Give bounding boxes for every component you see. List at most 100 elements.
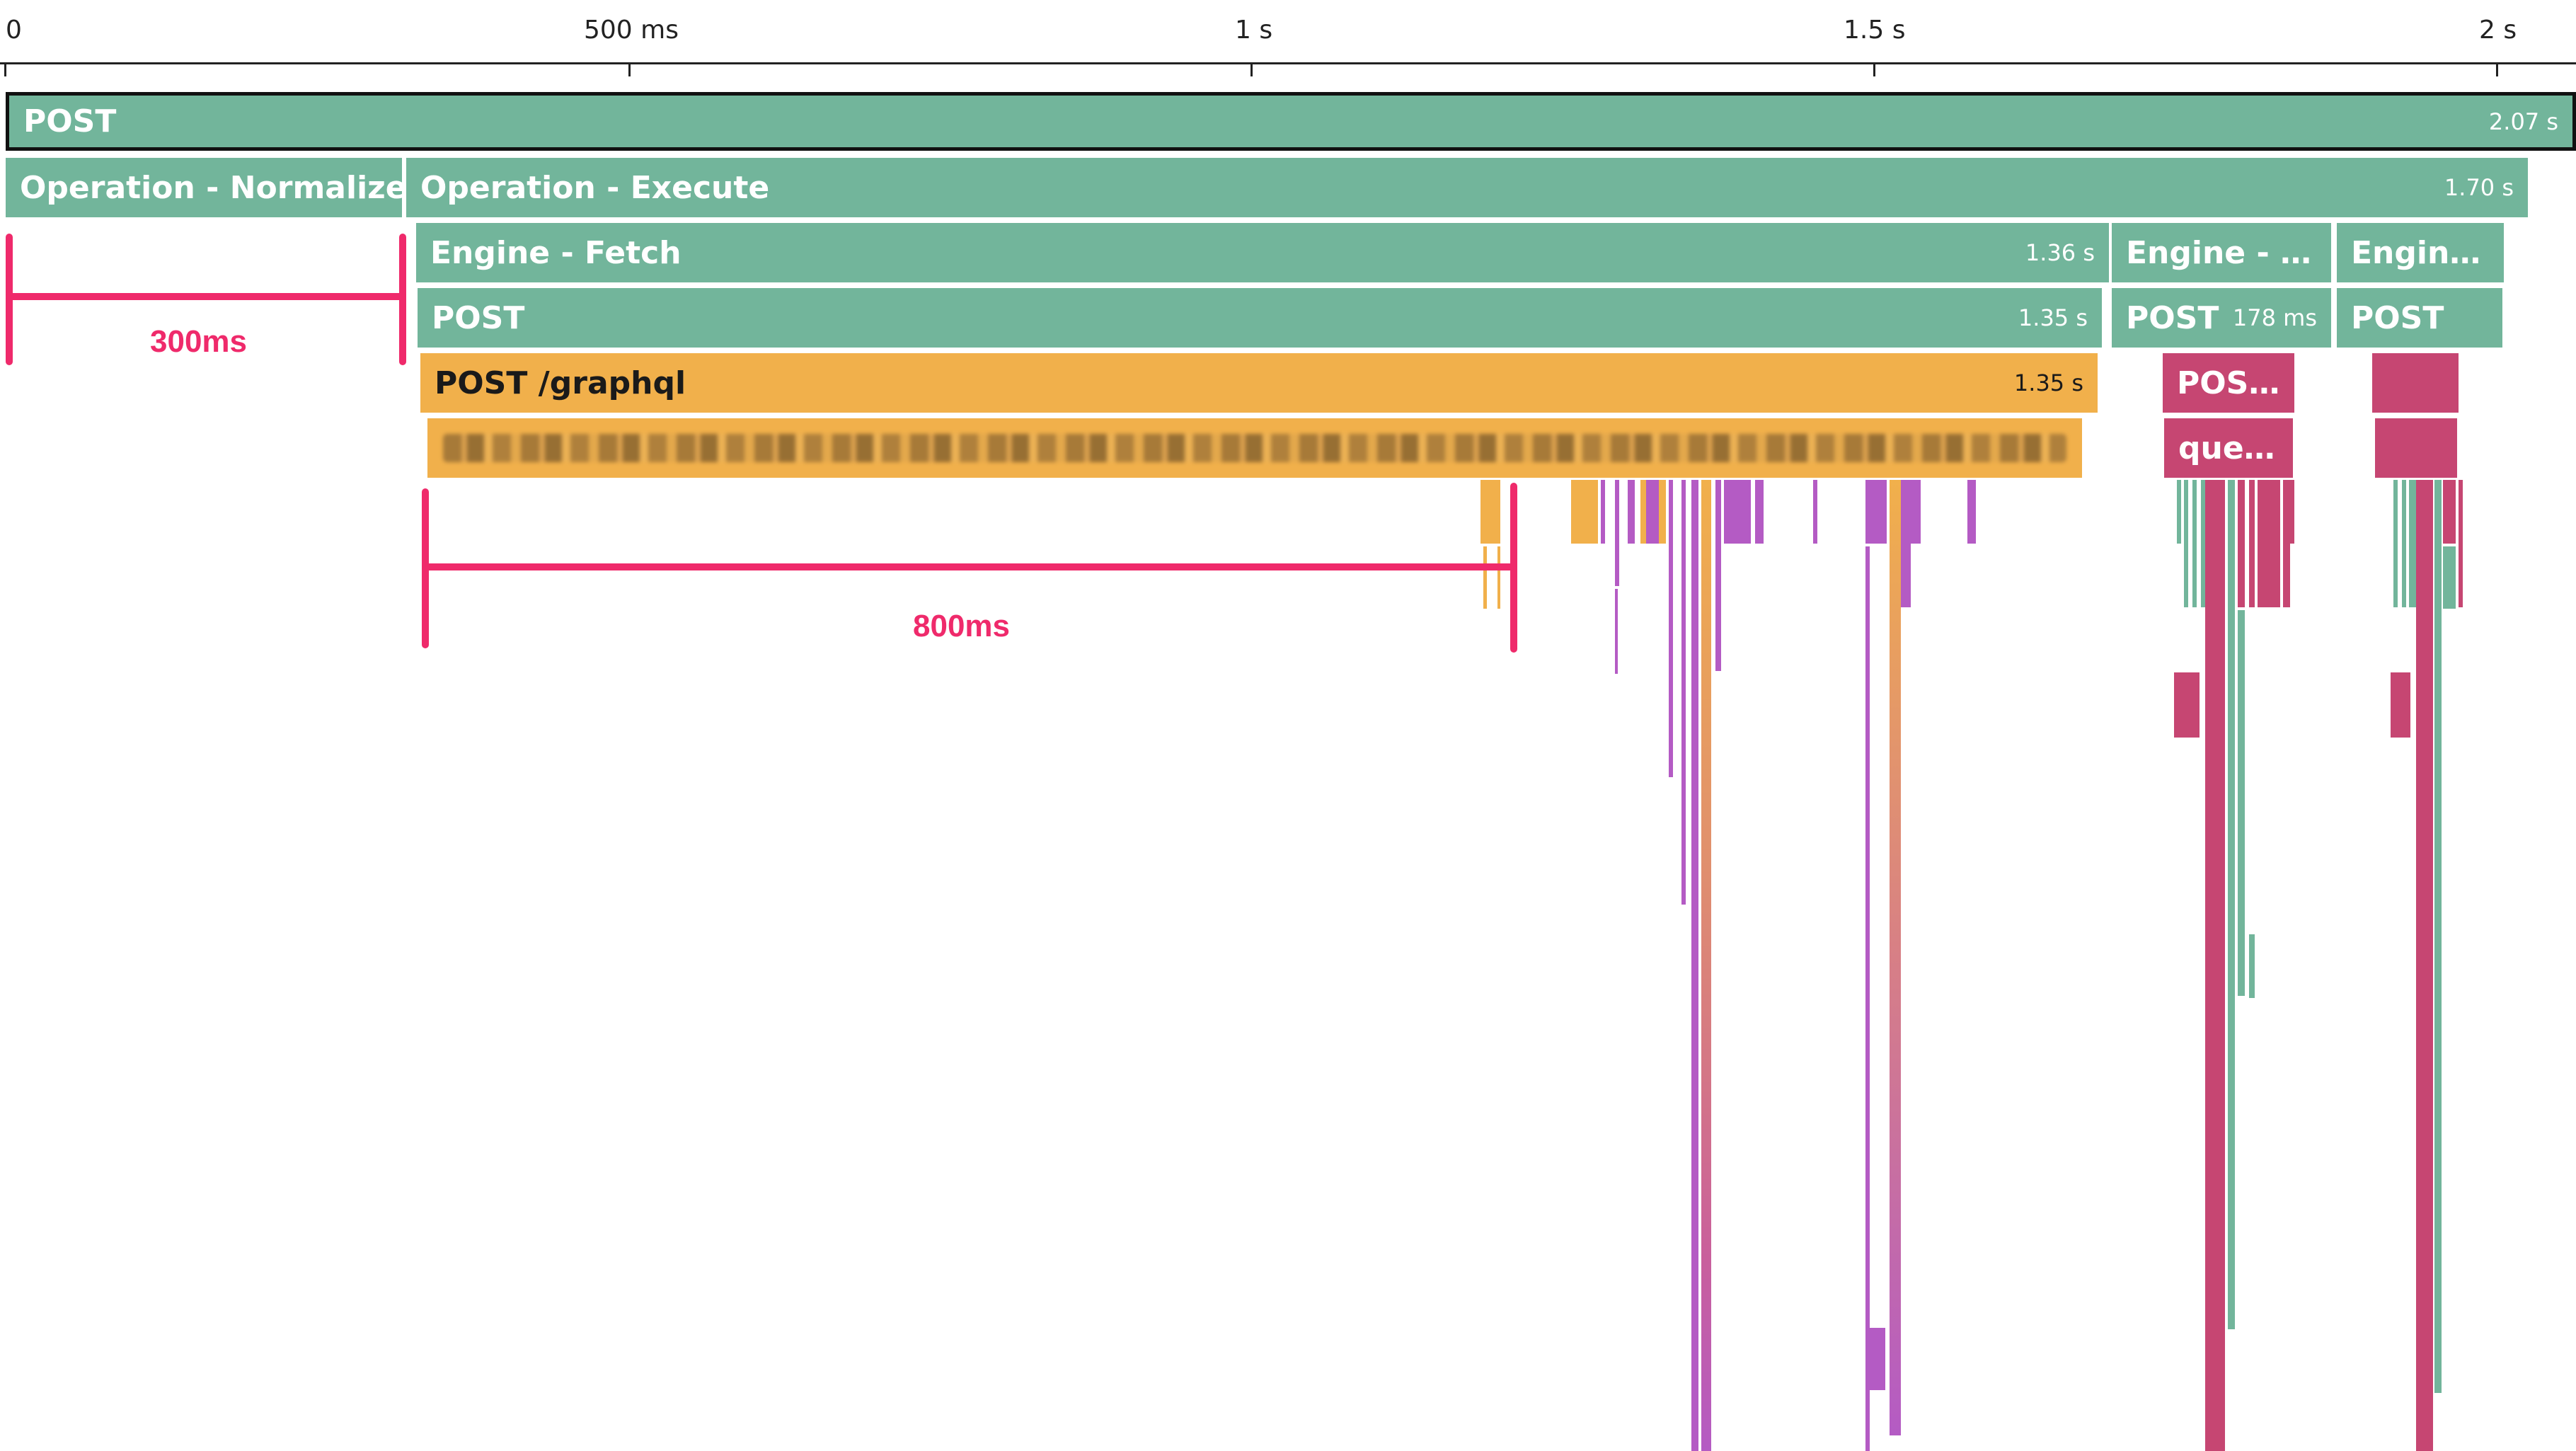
span-label: Engine - … (2126, 234, 2312, 271)
span-child[interactable] (2228, 480, 2235, 1329)
span-child[interactable] (2402, 480, 2406, 607)
span-child[interactable] (2434, 480, 2442, 1393)
span-operation-execute[interactable]: Operation - Execute 1.70 s (406, 158, 2528, 217)
span-label: POS… (2177, 365, 2280, 401)
span-operation-normalize[interactable]: Operation - Normalize (6, 158, 402, 217)
span-child[interactable] (1865, 480, 1887, 544)
annotation-300ms-right-cap (399, 234, 406, 365)
span-child[interactable] (1901, 480, 1911, 607)
span-engine-2[interactable]: Engine - … (2112, 223, 2331, 282)
span-child[interactable] (1724, 480, 1751, 544)
span-child[interactable] (2184, 480, 2188, 607)
span-child[interactable] (1868, 1328, 1885, 1390)
ruler-label-0: 0 (6, 16, 22, 45)
span-child[interactable] (1681, 480, 1686, 905)
span-child[interactable] (2391, 672, 2410, 738)
span-query-blurred[interactable] (427, 418, 2082, 478)
span-child[interactable] (2290, 480, 2294, 544)
span-child[interactable] (2258, 480, 2280, 607)
span-child[interactable] (2416, 480, 2433, 1451)
span-child[interactable] (1480, 480, 1500, 544)
span-label: Engin… (2351, 234, 2481, 271)
span-child[interactable] (1701, 480, 1711, 1451)
annotation-300ms-label: 300ms (150, 324, 248, 359)
span-child[interactable] (1967, 480, 1976, 544)
span-pos-4[interactable] (2372, 353, 2459, 413)
ruler-tick-500ms (628, 62, 631, 76)
span-label: POST (2351, 299, 2444, 336)
span-post-fetch[interactable]: POST 1.35 s (418, 288, 2102, 348)
span-child[interactable] (2409, 480, 2416, 607)
span-engine-fetch[interactable]: Engine - Fetch 1.36 s (416, 223, 2109, 282)
span-child[interactable] (1483, 546, 1487, 609)
span-label: Operation - Normalize (20, 169, 402, 206)
annotation-800ms-bar (422, 563, 1517, 570)
span-child[interactable] (2249, 934, 2255, 998)
ruler-tick-1-5s (1873, 62, 1875, 76)
span-duration: 178 ms (2232, 304, 2317, 331)
span-child[interactable] (1628, 480, 1635, 544)
span-label: POST (2126, 299, 2219, 336)
span-child[interactable] (2201, 480, 2208, 607)
span-post-2[interactable]: POST 178 ms (2112, 288, 2331, 348)
span-child[interactable] (2459, 480, 2463, 607)
time-ruler: 0 500 ms 1 s 1.5 s 2 s (0, 0, 2576, 76)
ruler-axis (0, 62, 2576, 64)
span-child[interactable] (1813, 480, 1817, 544)
span-child[interactable] (1615, 589, 1618, 674)
span-post-graphql[interactable]: POST /graphql 1.35 s (420, 353, 2098, 413)
ruler-label-1-5s: 1.5 s (1844, 16, 1906, 45)
ruler-label-2s: 2 s (2479, 16, 2517, 45)
span-child[interactable] (1890, 480, 1901, 1435)
span-duration: 1.35 s (2018, 304, 2088, 331)
span-pos-truncated[interactable]: POS… (2163, 353, 2294, 413)
span-child[interactable] (1615, 480, 1619, 586)
span-label: Operation - Execute (420, 169, 770, 206)
span-post-3[interactable]: POST (2337, 288, 2502, 348)
span-label: POST (432, 299, 525, 336)
span-label: POST /graphql (435, 365, 686, 401)
span-root-post[interactable]: POST 2.07 s (6, 92, 2576, 151)
span-child[interactable] (2443, 546, 2456, 609)
span-child[interactable] (1691, 480, 1698, 1451)
blurred-query-text (443, 434, 2066, 462)
span-child[interactable] (2393, 480, 2398, 607)
span-child[interactable] (2283, 480, 2290, 607)
ruler-label-500ms: 500 ms (584, 16, 679, 45)
span-duration: 2.07 s (2488, 108, 2558, 135)
span-child[interactable] (1755, 480, 1764, 544)
span-duration: 1.36 s (2025, 239, 2095, 266)
span-child[interactable] (2238, 480, 2245, 607)
span-engine-3[interactable]: Engin… (2337, 223, 2504, 282)
ruler-tick-2s (2496, 62, 2498, 76)
span-que-truncated[interactable]: que… (2164, 418, 2293, 478)
span-child[interactable] (1646, 480, 1659, 544)
span-child[interactable] (2238, 610, 2245, 996)
span-duration: 1.70 s (2444, 174, 2514, 201)
annotation-800ms-right-cap (1510, 483, 1517, 653)
span-child[interactable] (1911, 480, 1921, 544)
span-child[interactable] (2192, 480, 2197, 607)
span-child[interactable] (2174, 672, 2200, 738)
span-child[interactable] (1865, 546, 1870, 1451)
ruler-tick-0 (4, 62, 6, 76)
span-child[interactable] (2249, 480, 2255, 607)
annotation-300ms-bar (6, 293, 406, 300)
span-child[interactable] (1669, 480, 1673, 777)
span-child[interactable] (1571, 480, 1598, 544)
span-duration: 1.35 s (2013, 369, 2083, 396)
span-child[interactable] (2443, 480, 2456, 544)
span-child[interactable] (1497, 546, 1500, 609)
annotation-800ms-label: 800ms (913, 609, 1011, 643)
span-label: Engine - Fetch (430, 234, 682, 271)
span-label: POST (23, 103, 117, 139)
span-label: que… (2178, 430, 2275, 466)
span-child[interactable] (1715, 480, 1721, 671)
ruler-tick-1s (1250, 62, 1253, 76)
span-child[interactable] (1601, 480, 1605, 544)
span-child[interactable] (2177, 480, 2181, 544)
span-child[interactable] (2205, 480, 2225, 1451)
span-que-4[interactable] (2375, 418, 2457, 478)
ruler-label-1s: 1 s (1235, 16, 1273, 45)
